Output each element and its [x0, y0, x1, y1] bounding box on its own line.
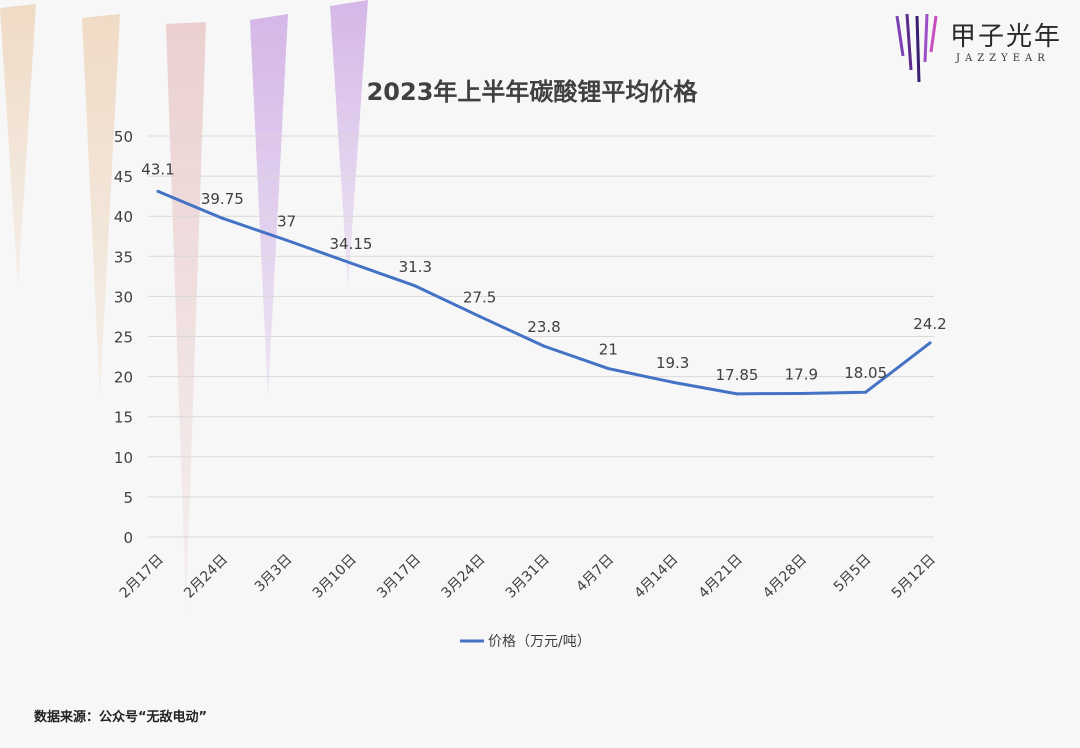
x-tick-label: 4月28日 [760, 552, 810, 602]
y-tick-label: 10 [114, 449, 133, 467]
x-tick-label: 3月31日 [503, 552, 553, 602]
data-label: 27.5 [463, 288, 496, 306]
data-label: 31.3 [399, 258, 432, 276]
data-point [671, 380, 675, 384]
x-axis-ticks: 2月17日 2月24日 3月3日 3月10日 3月17日 3月24日 3月31日 4月7日 4月… [117, 552, 939, 602]
data-point [156, 189, 160, 193]
data-point [928, 341, 932, 345]
y-tick-label: 50 [114, 128, 133, 146]
decor-shard [330, 0, 368, 288]
data-point [606, 367, 610, 371]
x-tick-label: 2月17日 [117, 552, 167, 602]
y-tick-label: 5 [123, 489, 133, 507]
y-tick-label: 45 [114, 168, 133, 186]
decor-shard [0, 4, 36, 288]
data-label: 17.85 [716, 366, 759, 384]
brand-subtitle: JAZZYEAR [956, 53, 1050, 64]
y-tick-label: 35 [114, 248, 133, 266]
x-tick-label: 5月12日 [889, 552, 939, 602]
data-labels: 43.1 39.75 37 34.15 31.3 27.5 23.8 21 19.3 17.85 1… [141, 160, 946, 384]
decor-shard [250, 14, 288, 398]
x-tick-label: 4月14日 [631, 552, 681, 602]
y-tick-label: 25 [114, 329, 133, 347]
y-axis-ticks: 0 5 10 15 20 25 30 35 40 45 50 [114, 128, 133, 547]
data-label: 37 [277, 212, 296, 230]
data-point [285, 238, 289, 242]
data-label: 19.3 [656, 354, 689, 372]
y-tick-label: 15 [114, 409, 133, 427]
data-point [542, 344, 546, 348]
data-point [735, 392, 739, 396]
data-point [799, 391, 803, 395]
data-point [220, 216, 224, 220]
data-label: 17.9 [785, 365, 818, 383]
brand-name: 甲子光年 [950, 22, 1063, 52]
x-tick-label: 3月17日 [374, 552, 424, 602]
data-label: 34.15 [330, 235, 373, 253]
data-label: 43.1 [141, 160, 174, 178]
y-tick-label: 40 [114, 208, 133, 226]
grid-lines [148, 135, 934, 538]
decor-shard [82, 14, 120, 398]
data-source-note: 数据来源：公众号“无敌电动” [34, 710, 208, 725]
y-tick-label: 30 [114, 288, 133, 306]
data-label: 24.2 [913, 315, 946, 333]
series-line [156, 189, 932, 396]
data-point [478, 314, 482, 318]
data-point [864, 390, 868, 394]
x-tick-label: 4月21日 [696, 552, 746, 602]
x-tick-label: 3月3日 [252, 552, 296, 596]
decor-shard [166, 22, 206, 610]
series-line-layer [156, 189, 932, 396]
y-tick-label: 0 [123, 529, 133, 547]
legend: 价格（万元/吨） [460, 634, 591, 650]
chart-title: 2023年上半年碳酸锂平均价格 [367, 78, 699, 106]
x-tick-label: 3月24日 [438, 552, 488, 602]
data-point [413, 284, 417, 288]
y-tick-label: 20 [114, 369, 133, 387]
data-label: 18.05 [844, 364, 887, 382]
data-label: 39.75 [201, 190, 244, 208]
brand-logo-icon [895, 13, 938, 82]
legend-label: 价格（万元/吨） [488, 634, 591, 650]
x-tick-label: 2月24日 [181, 552, 231, 602]
data-label: 23.8 [527, 318, 560, 336]
x-tick-label: 3月10日 [310, 552, 360, 602]
x-tick-label: 4月7日 [573, 552, 617, 596]
data-point [349, 261, 353, 265]
x-tick-label: 5月5日 [831, 552, 875, 596]
data-label: 21 [599, 341, 618, 359]
